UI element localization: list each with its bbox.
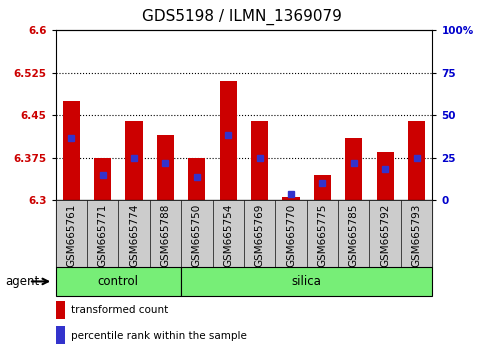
Bar [181, 267, 432, 296]
Text: silica: silica [292, 275, 322, 288]
Bar [244, 200, 275, 267]
Text: control: control [98, 275, 139, 288]
Bar [118, 200, 150, 267]
Bar [275, 200, 307, 267]
Bar [56, 301, 65, 319]
Bar [56, 200, 87, 267]
Text: GSM665771: GSM665771 [98, 203, 108, 267]
Text: GSM665774: GSM665774 [129, 203, 139, 267]
Bar [150, 200, 181, 267]
Bar [157, 135, 174, 200]
Text: GDS5198 / ILMN_1369079: GDS5198 / ILMN_1369079 [142, 9, 341, 25]
Bar [377, 152, 394, 200]
Text: GSM665769: GSM665769 [255, 203, 265, 267]
Bar [181, 200, 213, 267]
Text: agent: agent [5, 275, 39, 288]
Text: GSM665775: GSM665775 [317, 203, 327, 267]
Bar [56, 326, 65, 344]
Bar [126, 121, 142, 200]
Bar [213, 200, 244, 267]
Text: percentile rank within the sample: percentile rank within the sample [71, 331, 246, 341]
Bar [369, 200, 401, 267]
Text: GSM665788: GSM665788 [160, 203, 170, 267]
Text: GSM665754: GSM665754 [223, 203, 233, 267]
Text: GSM665793: GSM665793 [412, 203, 422, 267]
Bar [87, 200, 118, 267]
Bar [314, 175, 331, 200]
Text: GSM665785: GSM665785 [349, 203, 359, 267]
Bar [338, 200, 369, 267]
Text: GSM665750: GSM665750 [192, 203, 202, 267]
Bar [220, 81, 237, 200]
Bar [408, 121, 425, 200]
Text: GSM665792: GSM665792 [380, 203, 390, 267]
Bar [345, 138, 362, 200]
Bar [283, 197, 299, 200]
Bar [94, 158, 111, 200]
Bar [307, 200, 338, 267]
Text: transformed count: transformed count [71, 305, 168, 315]
Bar [251, 121, 268, 200]
Bar [63, 101, 80, 200]
Bar [401, 200, 432, 267]
Text: GSM665770: GSM665770 [286, 203, 296, 267]
Bar [188, 158, 205, 200]
Text: GSM665761: GSM665761 [66, 203, 76, 267]
Bar [56, 267, 181, 296]
